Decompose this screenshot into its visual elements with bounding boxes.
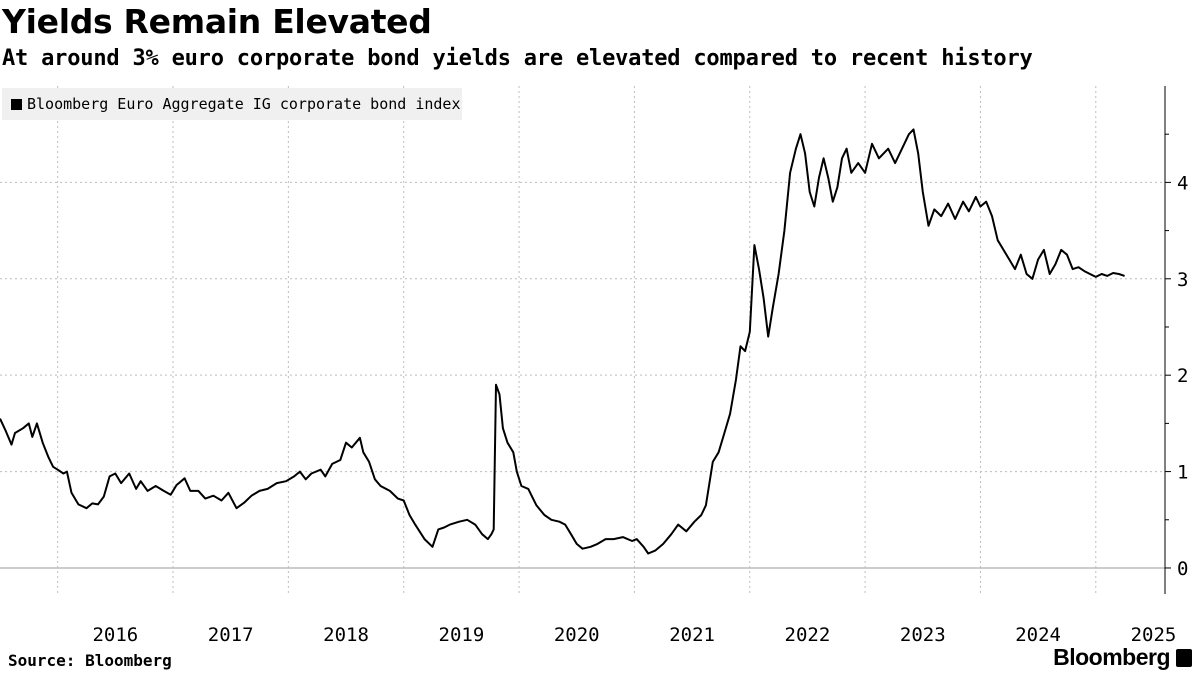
x-tick-label-2018: 2018 — [323, 624, 369, 646]
brand-mark-icon — [1176, 649, 1192, 667]
x-tick-label-2017: 2017 — [208, 624, 254, 646]
y-tick-label-0: 0 — [1177, 558, 1188, 580]
series-line-0 — [0, 128, 1125, 555]
x-tick-label-2016: 2016 — [92, 624, 138, 646]
brand-logo: Bloomberg — [1053, 644, 1170, 670]
legend-swatch — [11, 98, 22, 110]
chart-subtitle: At around 3% euro corporate bond yields … — [2, 46, 1033, 71]
gridlines — [0, 86, 1165, 594]
x-tick-label-2022: 2022 — [785, 624, 831, 646]
x-tick-label-2023: 2023 — [900, 624, 946, 646]
x-axis: 2016 2017 2018 2019 2020 2021 2022 2023 2024 2025 — [92, 624, 1176, 646]
y-axis: 0 1 2 3 4 — [1164, 86, 1188, 594]
series-layer — [0, 128, 1125, 555]
x-tick-label-2021: 2021 — [669, 624, 715, 646]
x-tick-label-2024: 2024 — [1015, 624, 1061, 646]
legend-label: Bloomberg Euro Aggregate IG corporate bo… — [27, 95, 461, 113]
y-tick-label-3: 3 — [1177, 269, 1188, 291]
x-tick-label-2020: 2020 — [554, 624, 600, 646]
legend: Bloomberg Euro Aggregate IG corporate bo… — [2, 88, 462, 120]
chart-title: Yields Remain Elevated — [2, 2, 432, 41]
x-tick-label-2025: 2025 — [1131, 624, 1177, 646]
y-tick-label-1: 1 — [1177, 462, 1188, 484]
y-tick-label-2: 2 — [1177, 365, 1188, 387]
x-tick-label-2019: 2019 — [439, 624, 485, 646]
y-tick-label-4: 4 — [1177, 172, 1188, 194]
source-note: Source: Bloomberg — [8, 651, 172, 670]
